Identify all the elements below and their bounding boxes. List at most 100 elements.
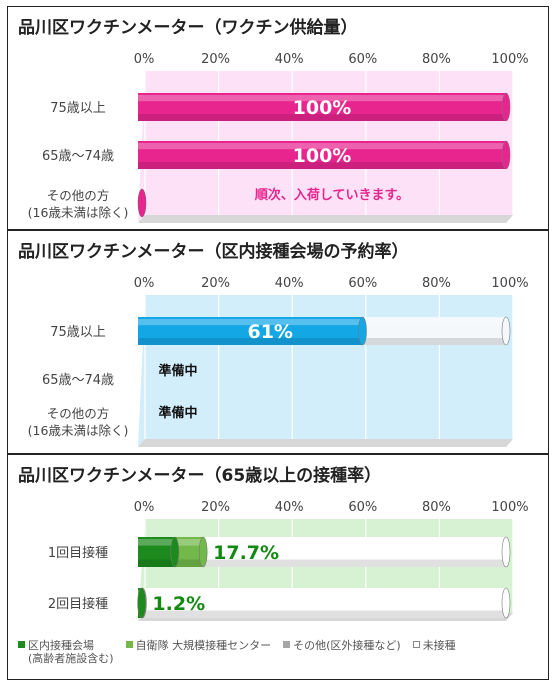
bar-shade bbox=[203, 559, 507, 567]
tick-label: 20% bbox=[201, 52, 230, 67]
tick-label: 40% bbox=[275, 52, 304, 67]
bar-end bbox=[137, 587, 146, 619]
bar-end bbox=[501, 140, 511, 170]
bar bbox=[138, 316, 367, 346]
data-label: 100% bbox=[293, 145, 352, 167]
bar-segment bbox=[203, 536, 511, 568]
bar-highlight bbox=[142, 590, 506, 597]
data-label: 順次、入荷していきます。 bbox=[255, 187, 409, 203]
legend-label-text: 未接種 bbox=[422, 639, 456, 652]
category-label: その他の方 bbox=[47, 188, 110, 203]
legend-label: 未接種 bbox=[423, 637, 456, 653]
legend-label-text: 自衛隊 大規模接種センター bbox=[135, 639, 272, 652]
bar-end bbox=[501, 587, 511, 619]
chart-title: 品川区ワクチンメーター（区内接種会場の予約率） bbox=[18, 242, 409, 262]
data-label: 準備中 bbox=[158, 405, 197, 421]
bar bbox=[138, 140, 511, 170]
legend-item: 自衛隊 大規模接種センター bbox=[125, 637, 272, 664]
bar-highlight bbox=[203, 539, 507, 546]
bar-shade bbox=[138, 559, 175, 567]
tick-label: 100% bbox=[491, 276, 528, 291]
bar-segment bbox=[174, 536, 208, 568]
bar-end bbox=[137, 188, 147, 218]
tick-label: 80% bbox=[422, 500, 451, 515]
tick-label: 0% bbox=[134, 500, 155, 515]
legend: 区内接種会場 (高齢者施設含む) 自衛隊 大規模接種センター その他(区外接種など) 未… bbox=[18, 637, 538, 664]
category-label: 65歳～74歳 bbox=[42, 149, 114, 164]
category-label: (16歳未満は除く) bbox=[28, 423, 129, 438]
legend-swatch bbox=[412, 641, 420, 648]
bar-body bbox=[174, 537, 204, 567]
legend-item: 未接種 bbox=[412, 637, 456, 664]
bar-highlight bbox=[138, 319, 363, 326]
bar bbox=[138, 92, 511, 122]
tick-label: 40% bbox=[275, 276, 304, 291]
reservation-chart: 0% 20% 40% 60% 80% 100%75歳以上 61%65歳～74歳準備中その他の… bbox=[28, 276, 529, 447]
tick-label: 100% bbox=[491, 52, 528, 67]
reservation-panel: 品川区ワクチンメーター（区内接種会場の予約率） 0% 20% 40% 60% 80% 10… bbox=[7, 230, 549, 454]
plot-floor bbox=[138, 215, 513, 223]
bar-shade bbox=[138, 338, 363, 345]
legend-label: 区内接種会場 (高齢者施設含む) bbox=[28, 637, 114, 664]
bar-body bbox=[138, 93, 506, 121]
legend-swatch bbox=[283, 641, 291, 648]
category-label: その他の方 bbox=[47, 406, 110, 421]
tick-label: 80% bbox=[422, 52, 451, 67]
plot-side-wall bbox=[145, 295, 148, 439]
bar-segment bbox=[142, 587, 511, 619]
legend-label: その他(区外接種など) bbox=[293, 637, 401, 653]
category-label: 75歳以上 bbox=[50, 325, 106, 340]
tick-label: 20% bbox=[201, 500, 230, 515]
chart-title: 品川区ワクチンメーター（65歳以上の接種率） bbox=[18, 466, 382, 486]
category-label: 65歳～74歳 bbox=[42, 373, 114, 388]
tick-label: 0% bbox=[134, 276, 155, 291]
tick-label: 20% bbox=[201, 276, 230, 291]
bar-remainder bbox=[362, 316, 511, 346]
bar-segment bbox=[137, 587, 146, 619]
tick-label: 60% bbox=[348, 276, 377, 291]
bar-highlight bbox=[362, 319, 506, 326]
tick-label: 80% bbox=[422, 276, 451, 291]
vaccination-rate-panel: 品川区ワクチンメーター（65歳以上の接種率） 0% 20% 40% 60% 80% 100… bbox=[7, 454, 549, 680]
data-label: 100% bbox=[293, 97, 352, 119]
data-label: 1.2% bbox=[152, 593, 205, 615]
bar-end bbox=[501, 92, 511, 122]
bar-shade bbox=[362, 338, 506, 345]
bar-end bbox=[501, 316, 511, 346]
tick-label: 100% bbox=[491, 500, 528, 515]
bar-end bbox=[170, 536, 180, 568]
bar-segment bbox=[138, 536, 180, 568]
bar-highlight bbox=[174, 539, 204, 546]
bar bbox=[137, 188, 147, 218]
data-label: 61% bbox=[247, 321, 292, 343]
category-label: (16歳未満は除く) bbox=[28, 205, 129, 220]
legend-label-text: 区内接種会場 bbox=[28, 639, 94, 652]
legend-item: 区内接種会場 (高齢者施設含む) bbox=[18, 637, 114, 664]
supply-chart: 0% 20% 40% 60% 80% 100% 75歳以上 100% 65歳～74歳 100% その… bbox=[28, 52, 529, 223]
bar-end bbox=[198, 536, 208, 568]
tick-label: 40% bbox=[275, 500, 304, 515]
bar-body bbox=[142, 588, 506, 618]
category-label: 75歳以上 bbox=[50, 101, 106, 116]
tick-label: 60% bbox=[348, 500, 377, 515]
bar-end bbox=[501, 536, 511, 568]
tick-label: 0% bbox=[134, 52, 155, 67]
plot-floor bbox=[138, 439, 513, 447]
bar-shade bbox=[138, 114, 506, 121]
legend-swatch bbox=[18, 641, 25, 648]
bar-body bbox=[138, 537, 175, 567]
data-label: 準備中 bbox=[158, 363, 197, 379]
data-label: 17.7% bbox=[213, 542, 279, 564]
bar-body bbox=[138, 141, 506, 169]
chart-title: 品川区ワクチンメーター（ワクチン供給量） bbox=[18, 18, 358, 38]
legend-item: その他(区外接種など) bbox=[283, 637, 401, 664]
bar-shade bbox=[174, 559, 204, 567]
bar-body bbox=[203, 537, 507, 567]
bar-shade bbox=[138, 162, 506, 169]
bar-end bbox=[358, 316, 367, 346]
bar-shade bbox=[142, 610, 506, 618]
bar-highlight bbox=[138, 539, 175, 546]
supply-panel: 品川区ワクチンメーター（ワクチン供給量） 0% 20% 40% 60% 80% 100% 7… bbox=[7, 6, 549, 230]
vaccination-rate-chart: 0% 20% 40% 60% 80% 100% 1回目接種 17.7% 2回目接種 1.2% bbox=[48, 500, 529, 621]
bar-highlight bbox=[138, 95, 506, 102]
